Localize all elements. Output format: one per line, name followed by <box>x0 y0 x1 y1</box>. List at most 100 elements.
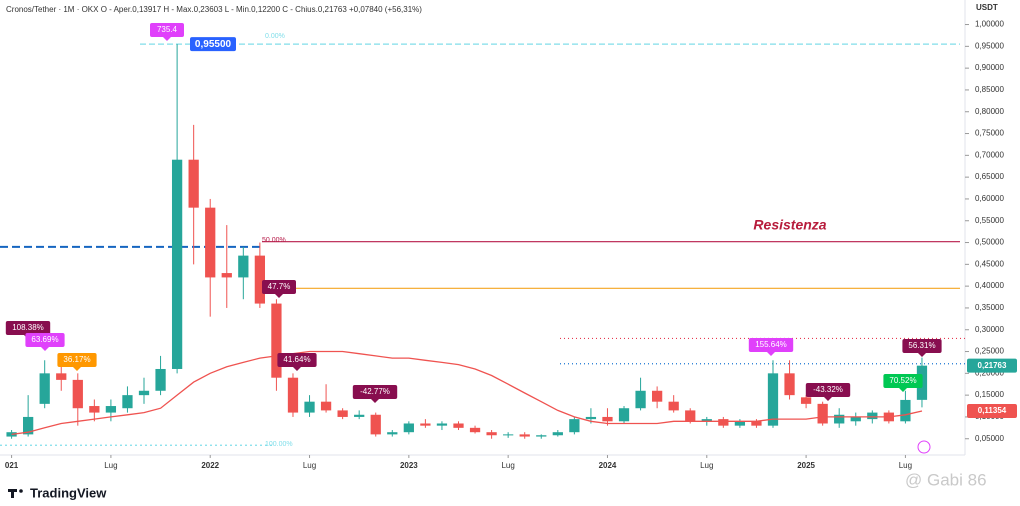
annotation-box <box>57 353 97 367</box>
x-tick-label: 2025 <box>797 461 815 470</box>
y-tick-label: 0,70000 <box>975 150 1004 159</box>
annotation-pointer <box>767 352 775 356</box>
annotation-label: -43.32% <box>813 385 843 394</box>
candle-body <box>469 427 481 433</box>
candle-body <box>370 414 381 435</box>
annotation-pointer <box>275 294 283 298</box>
y-tick-label: 0,55000 <box>975 216 1004 225</box>
candle-body <box>436 423 448 426</box>
candle-body <box>867 412 878 420</box>
x-tick-label: 2023 <box>400 461 418 470</box>
candle-body <box>6 432 17 437</box>
candle-body <box>900 399 911 422</box>
candle-body <box>784 373 795 396</box>
candle-body <box>221 273 232 278</box>
y-tick-label: 0,80000 <box>975 107 1004 116</box>
annotation-box <box>748 338 794 352</box>
price-tag-label: 0,11354 <box>978 406 1007 415</box>
price-tag <box>967 358 1017 373</box>
annotation-pointer <box>73 367 81 371</box>
annotation-label: -42.77% <box>360 387 390 396</box>
level-label: 0.00% <box>265 33 285 40</box>
y-tick-label: 0,90000 <box>975 63 1004 72</box>
candle-body <box>767 373 779 426</box>
annotation-label: 56.31% <box>908 341 935 350</box>
candle-body <box>651 390 663 402</box>
annotation-box <box>150 23 184 37</box>
candle-body <box>834 414 845 424</box>
annotation-box <box>25 333 65 347</box>
brand: TradingView <box>30 485 107 500</box>
candle-body <box>685 410 696 422</box>
candle-body <box>618 408 630 422</box>
candle-body <box>105 406 117 413</box>
x-tick-label: Lug <box>104 461 117 470</box>
candle-body <box>387 432 398 435</box>
level-label: 50.00% <box>262 237 286 244</box>
annotation-box <box>352 385 398 399</box>
candle-body <box>403 423 414 433</box>
level-label: 100.00% <box>265 441 293 448</box>
candle-body <box>238 255 249 278</box>
candle-body <box>122 395 133 409</box>
annotation-box <box>883 374 923 388</box>
resistance-text: Resistenza <box>753 217 826 233</box>
annotation-box <box>5 321 51 335</box>
annotation-pointer <box>293 367 301 371</box>
price-tag <box>190 37 236 52</box>
candle-body <box>337 410 348 417</box>
y-tick-label: 0,60000 <box>975 194 1004 203</box>
watermark: @ Gabi 86 <box>905 470 987 489</box>
y-tick-label: 1,00000 <box>975 20 1004 29</box>
y-tick-label: 0,85000 <box>975 85 1004 94</box>
x-tick-label: Lug <box>303 461 316 470</box>
candle-body <box>320 401 332 411</box>
candle-body <box>155 368 166 391</box>
candle-body <box>519 434 530 437</box>
candle-body <box>304 401 315 413</box>
annotation-pointer <box>163 37 171 41</box>
candle-body <box>420 423 431 426</box>
annotation-label: 735.4 <box>157 25 178 34</box>
candle-body <box>536 435 547 437</box>
y-tick-label: 0,35000 <box>975 303 1004 312</box>
moving-average <box>11 350 923 436</box>
candle-body <box>734 421 746 426</box>
annotation-label: 47.7% <box>268 282 291 291</box>
y-tick-label: 0,65000 <box>975 172 1004 181</box>
candle-body <box>171 159 183 369</box>
logo-shape <box>19 489 23 493</box>
annotation-label: 36.17% <box>63 355 90 364</box>
candle-body <box>89 406 100 413</box>
candle-body <box>751 421 762 426</box>
y-tick-label: 0,40000 <box>975 281 1004 290</box>
candle-body <box>254 255 266 304</box>
y-tick-label: 0,75000 <box>975 129 1004 138</box>
annotation-pointer <box>41 347 49 351</box>
x-tick-label: 021 <box>5 461 19 470</box>
annotation-pointer <box>899 388 907 392</box>
annotation-pointer <box>918 353 926 357</box>
candle-body <box>800 397 812 404</box>
x-tick-label: Lug <box>501 461 514 470</box>
candle-body <box>635 390 646 409</box>
annotation-label: 70.52% <box>889 376 916 385</box>
candle-body <box>271 303 282 378</box>
annotation-label: 155.64% <box>755 340 787 349</box>
annotation-pointer <box>824 397 832 401</box>
candle-body <box>585 416 597 420</box>
logo-shape <box>11 489 14 498</box>
y-tick-label: 0,95000 <box>975 41 1004 50</box>
y-tick-label: 0,45000 <box>975 259 1004 268</box>
x-tick-label: Lug <box>899 461 912 470</box>
price-tag <box>967 404 1017 419</box>
x-tick-label: 2022 <box>201 461 219 470</box>
event-icon[interactable] <box>917 440 931 454</box>
x-tick-label: Lug <box>700 461 713 470</box>
y-tick-label: 0,15000 <box>975 390 1004 399</box>
candle-body <box>486 432 497 436</box>
y-tick-label: 0,50000 <box>975 238 1004 247</box>
x-tick-label: 2024 <box>599 461 617 470</box>
